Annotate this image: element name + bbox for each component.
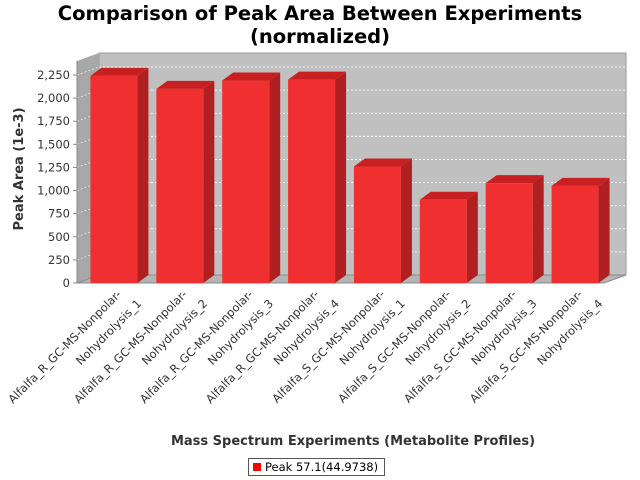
chart-title: Comparison of Peak Area Between Experime… <box>0 2 640 48</box>
bar-side-0 <box>137 67 149 284</box>
bar-5 <box>419 199 467 283</box>
bar-top-3 <box>288 71 347 80</box>
bar-7 <box>551 185 599 283</box>
bar-side-4 <box>400 158 412 283</box>
bar-3 <box>288 79 336 283</box>
bar-side-3 <box>335 71 347 283</box>
y-tick-label-4: 1,000 <box>37 184 70 198</box>
bar-6 <box>485 183 533 283</box>
bar-side-2 <box>269 72 281 284</box>
x-tick-label-0-line-0: Alfalfa_R_GC-MS-Nonpolar- <box>5 287 124 406</box>
y-tick-label-9: 2,250 <box>37 68 70 82</box>
bar-side-5 <box>466 191 478 283</box>
bar-top-1 <box>156 80 215 89</box>
y-tick-label-7: 1,750 <box>37 114 70 128</box>
bar-1 <box>156 88 204 283</box>
bar-top-4 <box>353 158 412 167</box>
bar-top-6 <box>485 175 544 184</box>
bar-top-7 <box>551 177 610 186</box>
y-tick-label-1: 250 <box>48 253 70 267</box>
bar-0 <box>90 75 138 284</box>
legend-label: Peak 57.1(44.9738) <box>265 460 379 474</box>
bar-top-0 <box>90 67 149 76</box>
y-tick-label-2: 500 <box>48 230 70 244</box>
y-tick-label-5: 1,250 <box>37 160 70 174</box>
bar-side-7 <box>598 177 610 283</box>
y-axis-label: Peak Area (1e-3) <box>12 107 27 230</box>
legend: Peak 57.1(44.9738) <box>248 458 386 476</box>
y-tick-label-3: 750 <box>48 207 70 221</box>
y-tick-label-8: 2,000 <box>37 91 70 105</box>
bar-2 <box>222 80 270 284</box>
bar-side-1 <box>203 80 215 283</box>
bar-top-2 <box>222 72 281 81</box>
chart-title-line-2: (normalized) <box>249 25 391 48</box>
x-axis-label: Mass Spectrum Experiments (Metabolite Pr… <box>171 434 535 449</box>
bar-side-6 <box>532 175 544 283</box>
y-tick-label-0: 0 <box>63 276 70 290</box>
legend-swatch <box>253 463 261 471</box>
bar-top-5 <box>419 191 478 200</box>
chart-title-line-1: Comparison of Peak Area Between Experime… <box>57 2 583 25</box>
y-tick-label-6: 1,500 <box>37 137 70 151</box>
bar-4 <box>353 166 401 283</box>
